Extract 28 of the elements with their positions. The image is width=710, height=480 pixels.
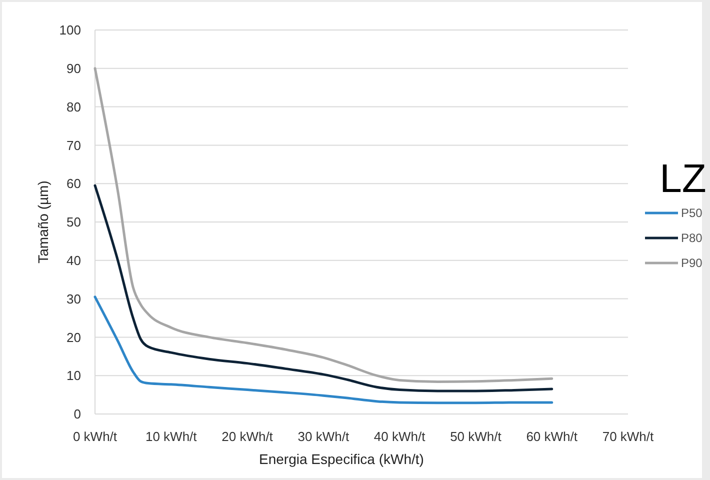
y-tick-label: 20 [66,330,81,345]
y-tick-label: 100 [59,22,81,38]
y-tick-label: 90 [66,60,81,76]
x-tick-label: 50 kWh/t [450,429,502,444]
x-tick-label: 70 kWh/t [602,429,654,444]
x-tick-label: 0 kWh/t [72,429,118,444]
legend-label: P80 [681,231,703,246]
y-tick-label: 10 [66,368,81,384]
legend-label: P50 [681,206,703,220]
y-tick-label: 80 [66,99,81,114]
y-tick-label: 70 [66,138,81,153]
line-series [94,67,554,383]
x-tick-label: 10 kWh/t [145,429,198,444]
x-tick-label: 20 kWh/t [222,429,274,444]
line-series [94,184,554,392]
x-tick-label: 30 kWh/t [298,429,350,444]
x-axis-title: Energia Especifica (kWh/t) [259,451,424,467]
y-tick-label: 60 [66,176,81,192]
x-tick-label: 40 kWh/t [374,429,426,444]
y-tick-label: 50 [66,214,81,230]
line-series [94,296,554,404]
x-tick-label: 60 kWh/t [526,429,578,444]
y-tick-label: 40 [66,252,81,268]
y-axis-title: Tamaño (µm) [35,180,51,264]
y-tick-label: 0 [74,406,81,422]
legend-title: LZ [660,157,706,201]
legend-label: P90 [681,256,703,270]
y-tick-label: 30 [66,291,81,306]
